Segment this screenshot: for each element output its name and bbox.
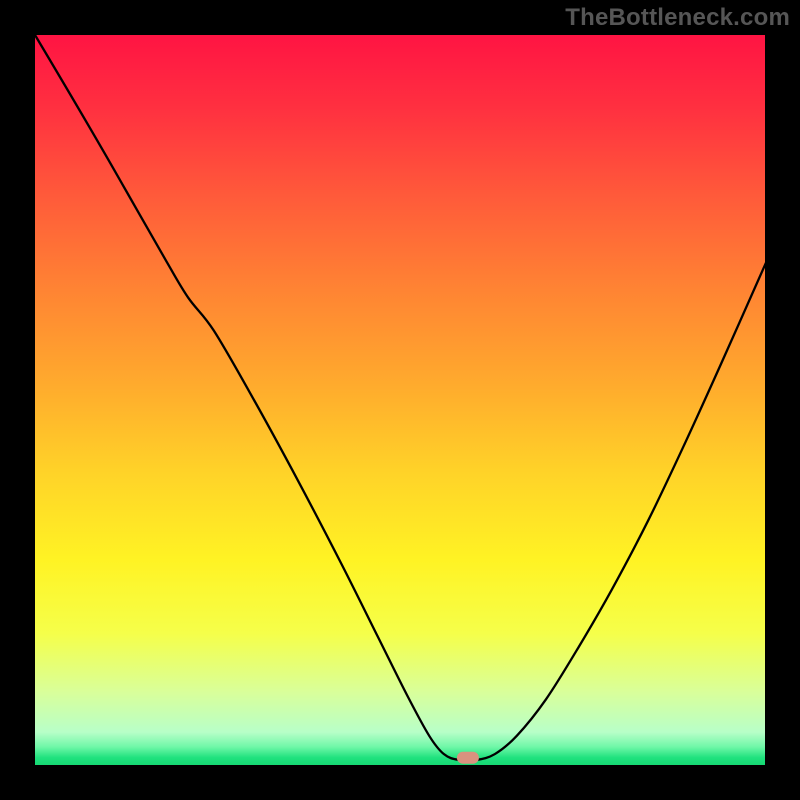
bottleneck-chart-svg	[0, 0, 800, 800]
trough-marker	[457, 752, 479, 764]
plot-area-gradient	[35, 35, 765, 765]
bottleneck-chart-container: TheBottleneck.com	[0, 0, 800, 800]
